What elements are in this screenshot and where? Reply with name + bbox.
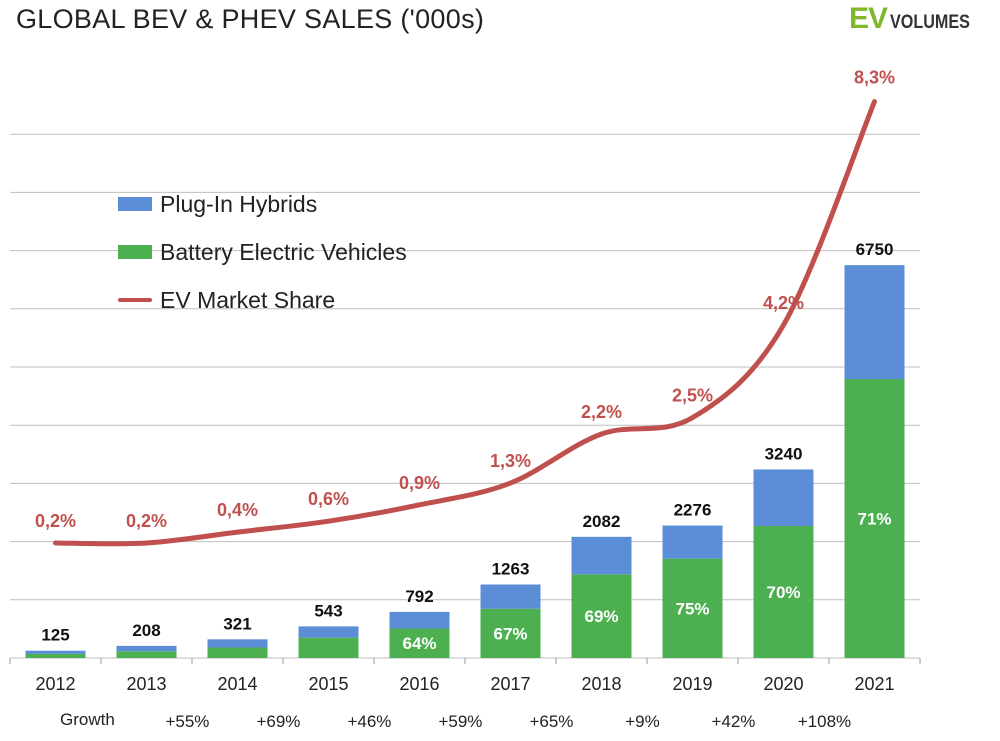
legend-label-bev: Battery Electric Vehicles xyxy=(160,238,407,265)
legend-item-share: EV Market Share xyxy=(118,276,407,324)
total-label-2018: 2082 xyxy=(583,512,621,531)
x-tick-label-2019: 2019 xyxy=(672,674,712,694)
growth-label-2019: +42% xyxy=(711,712,755,731)
bar-bev-2013 xyxy=(116,651,177,658)
legend-item-bev: Battery Electric Vehicles xyxy=(118,228,407,276)
share-label-2019: 2,5% xyxy=(672,386,713,406)
x-tick-label-2016: 2016 xyxy=(399,674,439,694)
share-label-2021: 8,3% xyxy=(854,68,895,88)
bev-share-label-2016: 64% xyxy=(402,634,436,653)
total-label-2015: 543 xyxy=(314,601,342,620)
bar-phev-2015 xyxy=(298,626,359,638)
bar-phev-2013 xyxy=(116,645,177,652)
bar-phev-2012 xyxy=(25,650,86,654)
bar-phev-2017 xyxy=(480,584,541,609)
ev-volumes-logo: EV VOLUMES xyxy=(849,2,984,36)
growth-label-2013: +55% xyxy=(165,712,209,731)
bev-share-label-2020: 70% xyxy=(766,583,800,602)
x-tick-label-2015: 2015 xyxy=(308,674,348,694)
total-label-2012: 125 xyxy=(41,626,69,645)
share-label-2017: 1,3% xyxy=(490,451,531,471)
share-label-2015: 0,6% xyxy=(308,489,349,509)
bar-bev-2018 xyxy=(571,574,632,658)
bev-share-label-2018: 69% xyxy=(584,607,618,626)
legend-swatch-phev xyxy=(118,197,152,211)
growth-label-2015: +46% xyxy=(347,712,391,731)
bar-phev-2018 xyxy=(571,536,632,575)
bev-share-label-2019: 75% xyxy=(675,599,709,618)
x-tick-label-2014: 2014 xyxy=(217,674,257,694)
bar-phev-2014 xyxy=(207,639,268,648)
legend-item-phev: Plug-In Hybrids xyxy=(118,180,407,228)
bev-share-label-2017: 67% xyxy=(493,624,527,643)
share-label-2018: 2,2% xyxy=(581,402,622,422)
bar-phev-2016 xyxy=(389,611,450,629)
legend-label-phev: Plug-In Hybrids xyxy=(160,190,318,217)
bar-bev-2016 xyxy=(389,628,450,658)
market-share-line xyxy=(53,99,877,547)
growth-label-2014: +69% xyxy=(256,712,300,731)
bar-bev-2019 xyxy=(662,558,723,658)
logo-volumes-text: VOLUMES xyxy=(890,12,970,33)
bar-bev-2014 xyxy=(207,647,268,658)
total-label-2013: 208 xyxy=(132,621,160,640)
share-label-2020: 4,2% xyxy=(763,293,804,313)
chart-legend: Plug-In Hybrids Battery Electric Vehicle… xyxy=(118,180,407,324)
bar-bev-2017 xyxy=(480,608,541,658)
legend-swatch-bev xyxy=(118,245,152,259)
bar-bev-2012 xyxy=(25,653,86,658)
share-label-2014: 0,4% xyxy=(217,500,258,520)
share-label-2013: 0,2% xyxy=(126,511,167,531)
growth-label-2020: +108% xyxy=(798,712,851,731)
bar-bev-2021 xyxy=(844,379,905,658)
growth-label-2016: +59% xyxy=(438,712,482,731)
total-label-2021: 6750 xyxy=(856,240,894,259)
x-tick-label-2017: 2017 xyxy=(490,674,530,694)
bar-bev-2015 xyxy=(298,637,359,658)
bev-share-label-2021: 71% xyxy=(857,510,891,529)
bar-bev-2020 xyxy=(753,526,814,658)
total-label-2019: 2276 xyxy=(674,501,712,520)
x-tick-label-2021: 2021 xyxy=(854,674,894,694)
total-label-2016: 792 xyxy=(405,587,433,606)
x-tick-label-2020: 2020 xyxy=(763,674,803,694)
share-label-2012: 0,2% xyxy=(35,511,76,531)
total-label-2014: 321 xyxy=(223,614,251,633)
x-tick-label-2018: 2018 xyxy=(581,674,621,694)
growth-row-label: Growth xyxy=(60,710,115,729)
total-label-2020: 3240 xyxy=(765,444,803,463)
x-tick-label-2013: 2013 xyxy=(126,674,166,694)
share-label-2016: 0,9% xyxy=(399,473,440,493)
x-tick-label-2012: 2012 xyxy=(35,674,75,694)
bar-phev-2021 xyxy=(844,265,905,380)
logo-ev-text: EV xyxy=(849,2,888,35)
growth-label-2018: +9% xyxy=(625,712,660,731)
total-label-2017: 1263 xyxy=(492,559,530,578)
legend-label-share: EV Market Share xyxy=(160,286,336,313)
legend-swatch-share xyxy=(118,298,152,302)
growth-label-2017: +65% xyxy=(529,712,573,731)
bar-phev-2020 xyxy=(753,469,814,527)
chart-title: GLOBAL BEV & PHEV SALES ('000s) xyxy=(16,4,485,34)
bar-phev-2019 xyxy=(662,525,723,559)
